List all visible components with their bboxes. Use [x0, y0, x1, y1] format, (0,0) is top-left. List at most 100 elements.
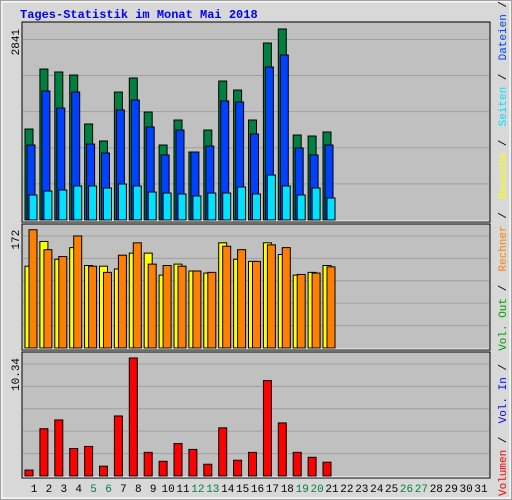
bar — [307, 456, 317, 477]
bar — [248, 451, 257, 477]
bar — [24, 469, 34, 477]
legend-entry: Vol. Out — [498, 298, 510, 351]
bar — [43, 190, 53, 221]
bar — [188, 448, 198, 477]
bar — [162, 192, 172, 221]
bar — [233, 459, 243, 477]
x-tick-label: 20 — [310, 484, 323, 496]
legend-separator: / — [498, 285, 510, 292]
chart-title: Tages-Statistik im Monat Mai 2018 — [20, 8, 258, 22]
legend-separator: / — [498, 1, 510, 8]
x-tick-label: 27 — [415, 484, 428, 496]
y-tick-label: 2841 — [11, 29, 23, 56]
bar — [222, 245, 232, 349]
bar — [73, 185, 83, 221]
bar — [162, 265, 172, 349]
x-tick-label: 8 — [135, 484, 142, 496]
bar — [218, 427, 228, 477]
x-tick-label: 6 — [105, 484, 112, 496]
bar — [296, 273, 306, 349]
legend-separator: / — [498, 74, 510, 81]
bar — [296, 194, 306, 221]
bar — [262, 380, 272, 477]
legend-separator: / — [498, 364, 510, 371]
bar — [128, 357, 138, 477]
bar — [237, 186, 247, 221]
legend-entry: Rechner — [498, 225, 510, 271]
x-tick-label: 24 — [370, 484, 384, 496]
x-tick-label: 11 — [176, 484, 190, 496]
bar — [311, 187, 321, 221]
bar — [322, 461, 332, 477]
x-tick-label: 23 — [355, 484, 368, 496]
x-tick-label: 7 — [120, 484, 127, 496]
x-tick-label: 28 — [430, 484, 443, 496]
bar — [54, 419, 64, 477]
legend-entry: Volumen — [498, 450, 510, 496]
bar — [281, 185, 291, 221]
bar — [177, 265, 187, 349]
x-tick-label: 21 — [325, 484, 339, 496]
bar — [207, 192, 217, 221]
bar — [132, 242, 142, 349]
x-tick-label: 16 — [251, 484, 264, 496]
bar — [88, 185, 98, 221]
bar — [143, 451, 153, 477]
legend-entry: Seiten — [498, 87, 510, 127]
legend-separator: / — [498, 212, 510, 219]
x-tick-label: 19 — [296, 484, 309, 496]
x-tick-label: 30 — [459, 484, 472, 496]
bar — [103, 187, 112, 221]
y-tick-label: 172 — [11, 230, 23, 250]
bar — [117, 254, 127, 349]
bar — [292, 451, 302, 477]
bar — [311, 272, 321, 349]
x-tick-label: 1 — [31, 484, 38, 496]
x-tick-label: 22 — [340, 484, 353, 496]
bar — [177, 193, 187, 221]
x-tick-label: 3 — [60, 484, 67, 496]
x-tick-label: 17 — [266, 484, 279, 496]
x-tick-label: 4 — [75, 484, 82, 496]
x-tick-label: 18 — [281, 484, 294, 496]
x-tick-label: 12 — [191, 484, 204, 496]
bar — [99, 465, 108, 477]
x-tick-label: 26 — [400, 484, 413, 496]
x-tick-label: 13 — [206, 484, 219, 496]
x-tick-label: 14 — [221, 484, 235, 496]
bar — [39, 428, 49, 477]
bar — [192, 270, 202, 349]
x-tick-label: 29 — [445, 484, 458, 496]
x-tick-label: 9 — [150, 484, 157, 496]
bar — [88, 265, 98, 349]
bar — [203, 463, 213, 477]
legend-entry: Vol. In — [498, 377, 510, 423]
bar — [147, 263, 157, 349]
bar — [84, 445, 94, 477]
bar — [237, 249, 247, 349]
bar — [113, 415, 123, 477]
bar — [266, 244, 276, 349]
bar — [158, 460, 168, 477]
legend-separator: / — [498, 437, 510, 444]
bar — [326, 266, 336, 349]
bar — [222, 192, 232, 221]
x-tick-label: 25 — [385, 484, 398, 496]
bar — [132, 185, 142, 221]
x-tick-label: 2 — [46, 484, 53, 496]
bar — [277, 422, 287, 477]
bar — [147, 191, 157, 221]
bar — [69, 447, 79, 477]
y-tick-label: 10.34 — [11, 358, 23, 391]
bar — [252, 193, 261, 221]
bar — [58, 189, 68, 221]
bar — [73, 235, 83, 349]
bar — [192, 195, 202, 221]
bar — [266, 174, 276, 221]
bar — [326, 197, 336, 221]
bar — [103, 271, 112, 349]
bar — [117, 183, 127, 221]
x-tick-label: 31 — [474, 484, 488, 496]
legend-entry: Dateien — [498, 14, 510, 60]
